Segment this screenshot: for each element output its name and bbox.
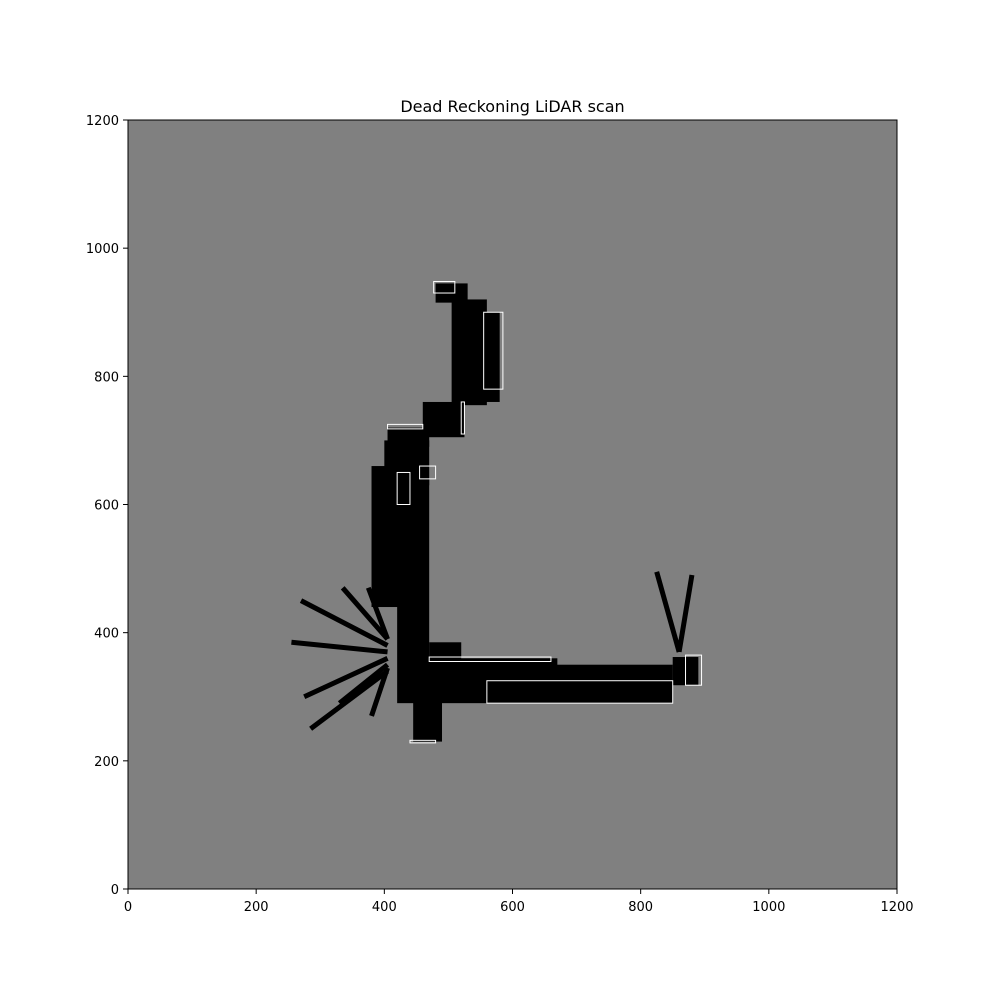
occupied-layer [387, 280, 703, 744]
free-region [371, 466, 410, 608]
scan-ray [309, 669, 390, 731]
y-tick-label: 600 [94, 499, 119, 514]
y-tick-label: 200 [94, 755, 119, 770]
occupied-boundary [387, 423, 424, 430]
free-region [413, 696, 443, 742]
scan-ray [299, 598, 389, 648]
scan-ray [365, 586, 390, 640]
scan-ray [303, 656, 389, 700]
x-tick-label: 0 [124, 900, 132, 915]
free-region [422, 401, 465, 438]
scan-ray [291, 639, 388, 655]
y-tick-label: 1000 [86, 242, 119, 257]
y-tick-label: 0 [111, 883, 119, 898]
unknown-background [128, 120, 897, 889]
x-tick-label: 600 [500, 900, 525, 915]
plot-area [127, 119, 898, 890]
scan-ray [340, 586, 390, 641]
chart-title: Dead Reckoning LiDAR scan [400, 97, 624, 116]
x-tick-label: 200 [244, 900, 269, 915]
scan-ray [337, 662, 390, 706]
occupied-boundary [419, 465, 437, 480]
y-axis: 0 200 400 600 800 1000 1200 [86, 114, 128, 898]
x-tick-label: 1200 [880, 900, 913, 915]
free-region [429, 642, 462, 665]
free-region [384, 440, 430, 486]
occupied-boundary [396, 471, 411, 506]
free-region [474, 312, 500, 402]
y-tick-label: 400 [94, 627, 119, 642]
x-tick-label: 400 [372, 900, 397, 915]
scan-ray [676, 574, 695, 653]
occupied-boundary [428, 656, 552, 663]
free-region [422, 658, 558, 668]
occupied-boundary [409, 739, 437, 744]
x-tick-label: 800 [628, 900, 653, 915]
free-region [387, 427, 430, 447]
occupied-boundary [460, 401, 465, 435]
scan-ray [654, 571, 682, 653]
occupied-boundary [433, 280, 456, 294]
y-tick-label: 800 [94, 370, 119, 385]
x-tick-label: 1000 [752, 900, 785, 915]
occupied-boundary [483, 311, 504, 390]
occupied-boundary [486, 680, 674, 704]
occupied-boundary [685, 654, 703, 686]
x-axis: 0 200 400 600 800 1000 1200 [124, 889, 914, 915]
free-space-layer [371, 283, 699, 742]
scan-ray-layer [291, 571, 695, 731]
free-region [422, 664, 673, 704]
y-tick-label: 1200 [86, 114, 119, 129]
scan-ray [369, 667, 390, 717]
